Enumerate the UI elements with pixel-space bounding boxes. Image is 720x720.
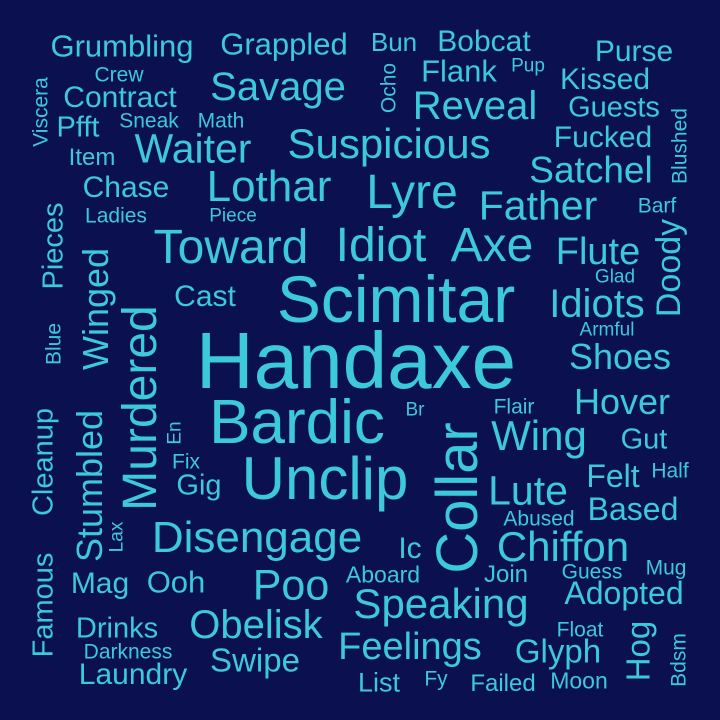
word-unclip: Unclip: [241, 445, 409, 512]
word-disengage: Disengage: [151, 513, 363, 562]
word-flute: Flute: [555, 231, 641, 273]
word-darkness: Darkness: [83, 640, 173, 664]
word-item: Item: [68, 144, 116, 171]
word-laundry: Laundry: [78, 658, 188, 691]
word-lax: Lax: [106, 521, 128, 553]
word-join: Join: [483, 561, 529, 588]
word-bun: Bun: [370, 27, 418, 57]
word-adopted: Adopted: [564, 575, 684, 611]
word-shoes: Shoes: [568, 336, 672, 377]
word-lute: Lute: [488, 467, 568, 514]
word-satchel: Satchel: [529, 149, 653, 191]
word-handaxe: Handaxe: [195, 316, 517, 405]
word-based: Based: [587, 491, 679, 527]
word-felt: Felt: [586, 458, 640, 494]
word-suspicious: Suspicious: [287, 120, 491, 167]
word-famous: Famous: [27, 552, 60, 658]
word-list: List: [357, 667, 401, 698]
word-obelisk: Obelisk: [189, 603, 323, 647]
word-viscera: Viscera: [29, 77, 53, 147]
word-axe: Axe: [450, 219, 534, 272]
word-barf: Barf: [637, 194, 677, 218]
word-crew: Crew: [94, 63, 144, 87]
word-guests: Guests: [568, 91, 660, 124]
word-wing: Wing: [491, 412, 587, 459]
word-br: Br: [405, 399, 425, 421]
word-murdered: Murdered: [114, 305, 167, 511]
word-gut: Gut: [620, 423, 668, 456]
word-mag: Mag: [70, 567, 130, 600]
word-hover: Hover: [573, 381, 671, 422]
word-speaking: Speaking: [353, 580, 529, 627]
word-ocho: Ocho: [377, 62, 401, 114]
word-glad: Glad: [594, 266, 636, 288]
word-guess: Guess: [561, 560, 623, 584]
word-armful: Armful: [579, 319, 635, 341]
word-en: En: [164, 421, 186, 445]
word-idiots: Idiots: [549, 282, 645, 326]
word-kissed: Kissed: [559, 63, 651, 96]
word-pup: Pup: [511, 55, 545, 77]
word-winged: Winged: [75, 247, 116, 371]
word-lyre: Lyre: [366, 166, 458, 219]
word-glyph: Glyph: [514, 632, 602, 670]
word-chase: Chase: [82, 171, 170, 204]
word-gig: Gig: [176, 469, 222, 502]
word-piece: Piece: [209, 205, 257, 227]
word-blushed: Blushed: [668, 108, 692, 184]
word-drinks: Drinks: [75, 612, 159, 645]
word-grappled: Grappled: [220, 26, 348, 62]
word-ladies: Ladies: [85, 204, 147, 228]
word-cleanup: Cleanup: [27, 407, 60, 517]
word-bdsm: Bdsm: [667, 633, 691, 687]
word-pfft: Pfft: [56, 111, 100, 144]
word-fix: Fix: [172, 450, 200, 474]
word-cast: Cast: [174, 280, 236, 313]
word-ic: Ic: [398, 532, 422, 565]
word-ooh: Ooh: [146, 564, 206, 600]
word-toward: Toward: [153, 221, 309, 274]
word-fucked: Fucked: [553, 121, 653, 154]
word-float: Float: [556, 618, 604, 642]
word-father: Father: [478, 182, 598, 229]
word-poo: Poo: [252, 561, 330, 610]
word-math: Math: [197, 109, 245, 133]
word-bobcat: Bobcat: [437, 25, 531, 58]
word-mug: Mug: [645, 556, 687, 580]
word-swipe: Swipe: [210, 641, 300, 679]
word-feelings: Feelings: [338, 626, 482, 668]
word-lothar: Lothar: [206, 162, 332, 211]
word-abused: Abused: [503, 507, 575, 531]
word-failed: Failed: [470, 670, 536, 697]
word-purse: Purse: [594, 35, 674, 68]
word-half: Half: [651, 459, 689, 483]
word-reveal: Reveal: [412, 84, 538, 128]
word-grumbling: Grumbling: [50, 28, 194, 64]
word-doody: Doody: [650, 218, 688, 318]
word-fy: Fy: [424, 667, 448, 691]
word-bardic: Bardic: [209, 388, 385, 457]
word-hog: Hog: [619, 620, 657, 682]
word-flank: Flank: [421, 53, 497, 89]
word-idiot: Idiot: [335, 219, 427, 272]
word-aboard: Aboard: [345, 561, 421, 588]
word-contract: Contract: [63, 81, 177, 114]
word-stumbled: Stumbled: [69, 409, 110, 563]
word-waiter: Waiter: [134, 125, 252, 172]
word-flair: Flair: [493, 395, 535, 419]
word-savage: Savage: [210, 65, 346, 109]
word-sneak: Sneak: [119, 109, 179, 133]
word-chiffon: Chiffon: [496, 523, 630, 570]
word-moon: Moon: [550, 667, 608, 694]
word-collar: Collar: [425, 422, 490, 574]
word-blue: Blue: [42, 322, 66, 366]
word-scimitar: Scimitar: [276, 262, 516, 336]
word-pieces: Pieces: [37, 202, 70, 290]
